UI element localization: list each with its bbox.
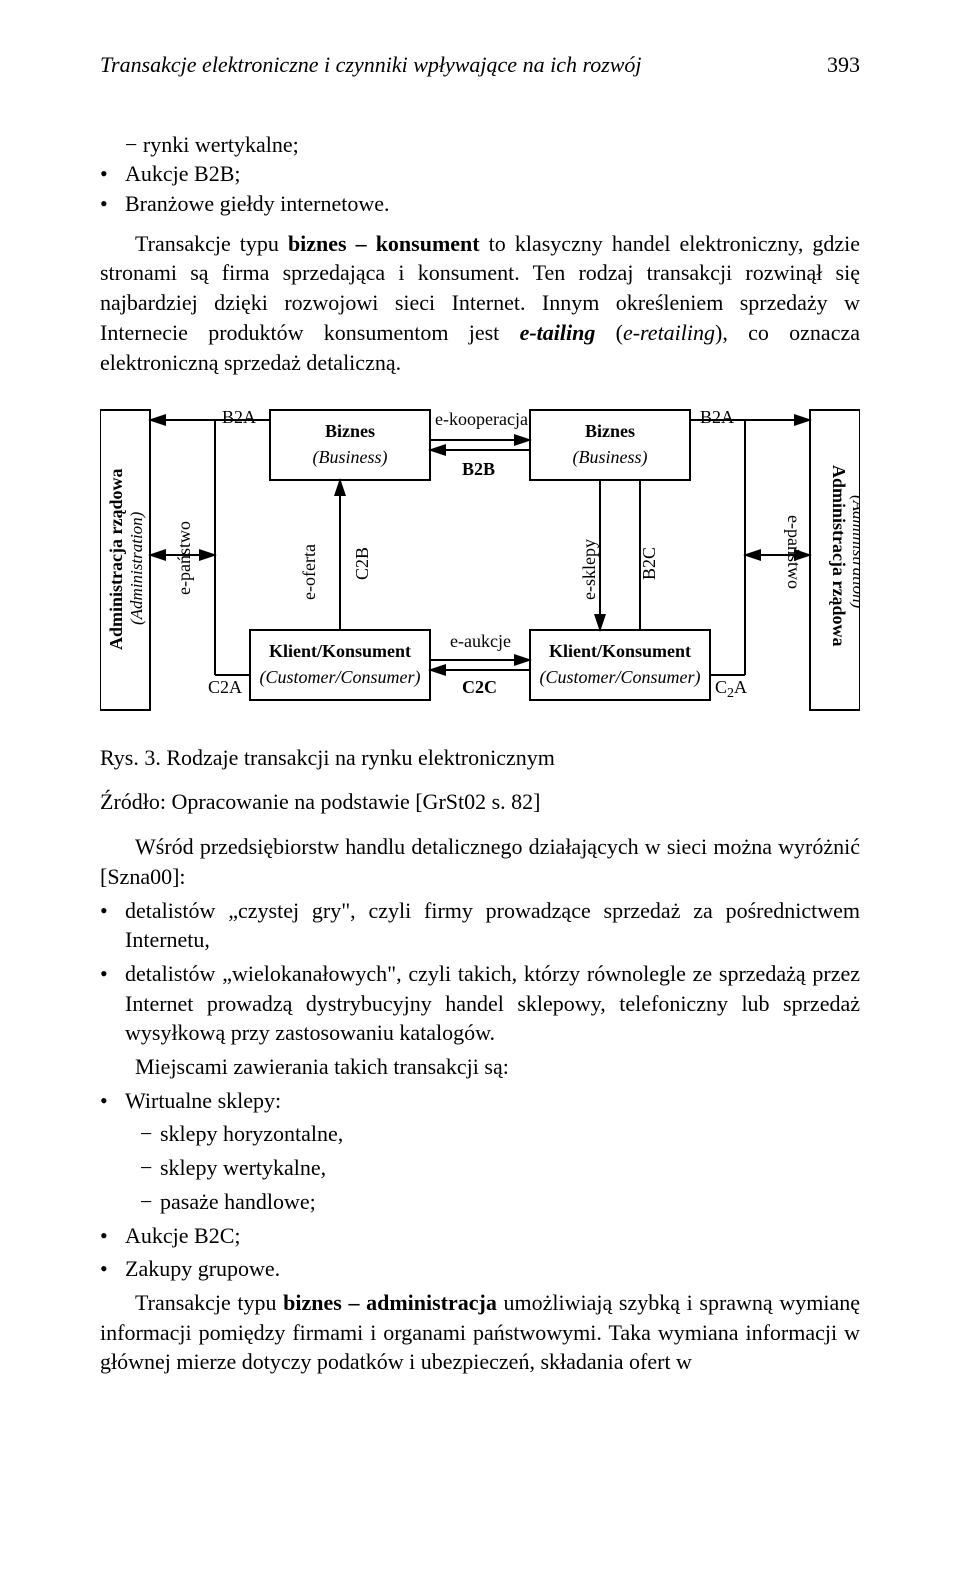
- list-item-dash: − rynki wertykalne;: [100, 130, 860, 160]
- figure-diagram: Administracja rządowa (Administration) A…: [100, 395, 860, 733]
- text-run: Transakcje typu: [135, 1290, 283, 1315]
- text-bold: biznes – administracja: [283, 1290, 497, 1315]
- figure-source: Źródło: Opracowanie na podstawie [GrSt02…: [100, 787, 860, 817]
- list-text: pasaże handlowe;: [160, 1189, 316, 1214]
- list-item-dash: sklepy horyzontalne,: [100, 1119, 860, 1149]
- label-b2c: B2C: [639, 547, 659, 580]
- list-text: sklepy horyzontalne,: [160, 1121, 343, 1146]
- text-run: (: [595, 320, 623, 345]
- label-b2a-right: B2A: [700, 407, 734, 427]
- figure-caption: Rys. 3. Rodzaje transakcji na rynku elek…: [100, 743, 860, 773]
- klient-right-sub: (Customer/Consumer): [540, 667, 701, 688]
- klient-right-label: Klient/Konsument: [549, 641, 691, 661]
- text-italic: e-retailing: [623, 320, 715, 345]
- list-item-bullet: Aukcje B2C;: [100, 1221, 860, 1251]
- label-e-panstwo-left: e-państwo: [174, 521, 194, 595]
- list-item-dash: sklepy wertykalne,: [100, 1153, 860, 1183]
- text-italic-bold: e-tailing: [520, 320, 596, 345]
- biznes-right-label: Biznes: [585, 421, 635, 441]
- label-e-oferta: e-oferta: [299, 544, 319, 600]
- page-number: 393: [800, 50, 860, 80]
- label-c2b: C2B: [352, 547, 372, 580]
- label-e-aukcje: e-aukcje: [450, 631, 511, 651]
- label-e-kooperacja: e-kooperacja: [435, 409, 528, 429]
- list-text: Wirtualne sklepy:: [125, 1088, 281, 1113]
- list-item-bullet: detalistów „czystej gry", czyli firmy pr…: [100, 896, 860, 955]
- biznes-right-sub: (Business): [573, 447, 648, 468]
- klient-left-label: Klient/Konsument: [269, 641, 411, 661]
- paragraph: Wśród przedsiębiorstw handlu detaliczneg…: [100, 832, 860, 891]
- list-text: Aukcje B2C;: [125, 1223, 241, 1248]
- admin-left-sub: (Administration): [127, 512, 146, 626]
- paragraph: Miejscami zawierania takich transakcji s…: [100, 1052, 860, 1082]
- list-text: Branżowe giełdy internetowe.: [125, 191, 390, 216]
- paragraph: Transakcje typu biznes – administracja u…: [100, 1288, 860, 1377]
- list-text: Zakupy grupowe.: [125, 1256, 280, 1281]
- admin-right-sub: (Administration): [849, 495, 860, 609]
- bullet-list: Wirtualne sklepy: sklepy horyzontalne, s…: [100, 1086, 860, 1284]
- admin-right-label: Administracja rządowa: [829, 465, 849, 646]
- label-e-panstwo-right: e-państwo: [784, 515, 804, 589]
- label-c2c: C2C: [462, 677, 497, 697]
- list-text: rynki wertykalne;: [143, 132, 299, 157]
- page: Transakcje elektroniczne i czynniki wpły…: [0, 0, 960, 1427]
- biznes-left-sub: (Business): [313, 447, 388, 468]
- list-text: sklepy wertykalne,: [160, 1155, 326, 1180]
- text-run: Transakcje typu: [135, 231, 288, 256]
- label-e-sklepy: e-sklepy: [579, 539, 599, 600]
- list-item-bullet: Zakupy grupowe.: [100, 1254, 860, 1284]
- list-item-bullet: Wirtualne sklepy:: [100, 1086, 860, 1116]
- biznes-left-label: Biznes: [325, 421, 375, 441]
- label-c2a-left: C2A: [208, 677, 242, 697]
- list-item-bullet: Aukcje B2B;: [100, 159, 860, 189]
- paragraph: Transakcje typu biznes – konsument to kl…: [100, 229, 860, 377]
- transactions-diagram-svg: Administracja rządowa (Administration) A…: [100, 395, 860, 725]
- bullet-list: detalistów „czystej gry", czyli firmy pr…: [100, 896, 860, 1048]
- running-header: Transakcje elektroniczne i czynniki wpły…: [100, 50, 860, 80]
- label-c2a-right: C2A: [715, 677, 747, 701]
- text-bold: biznes – konsument: [288, 231, 480, 256]
- list-item-dash: pasaże handlowe;: [100, 1187, 860, 1217]
- running-title: Transakcje elektroniczne i czynniki wpły…: [100, 50, 800, 80]
- label-b2b: B2B: [462, 459, 495, 479]
- list-item-bullet: detalistów „wielokanałowych", czyli taki…: [100, 959, 860, 1048]
- intro-list: − rynki wertykalne; Aukcje B2B; Branżowe…: [100, 130, 860, 219]
- list-text: detalistów „czystej gry", czyli firmy pr…: [125, 898, 860, 953]
- klient-left-sub: (Customer/Consumer): [260, 667, 421, 688]
- admin-left-label: Administracja rządowa: [106, 469, 126, 650]
- label-b2a-left: B2A: [222, 407, 256, 427]
- list-text: detalistów „wielokanałowych", czyli taki…: [125, 961, 860, 1045]
- list-text: Aukcje B2B;: [125, 161, 241, 186]
- list-item-bullet: Branżowe giełdy internetowe.: [100, 189, 860, 219]
